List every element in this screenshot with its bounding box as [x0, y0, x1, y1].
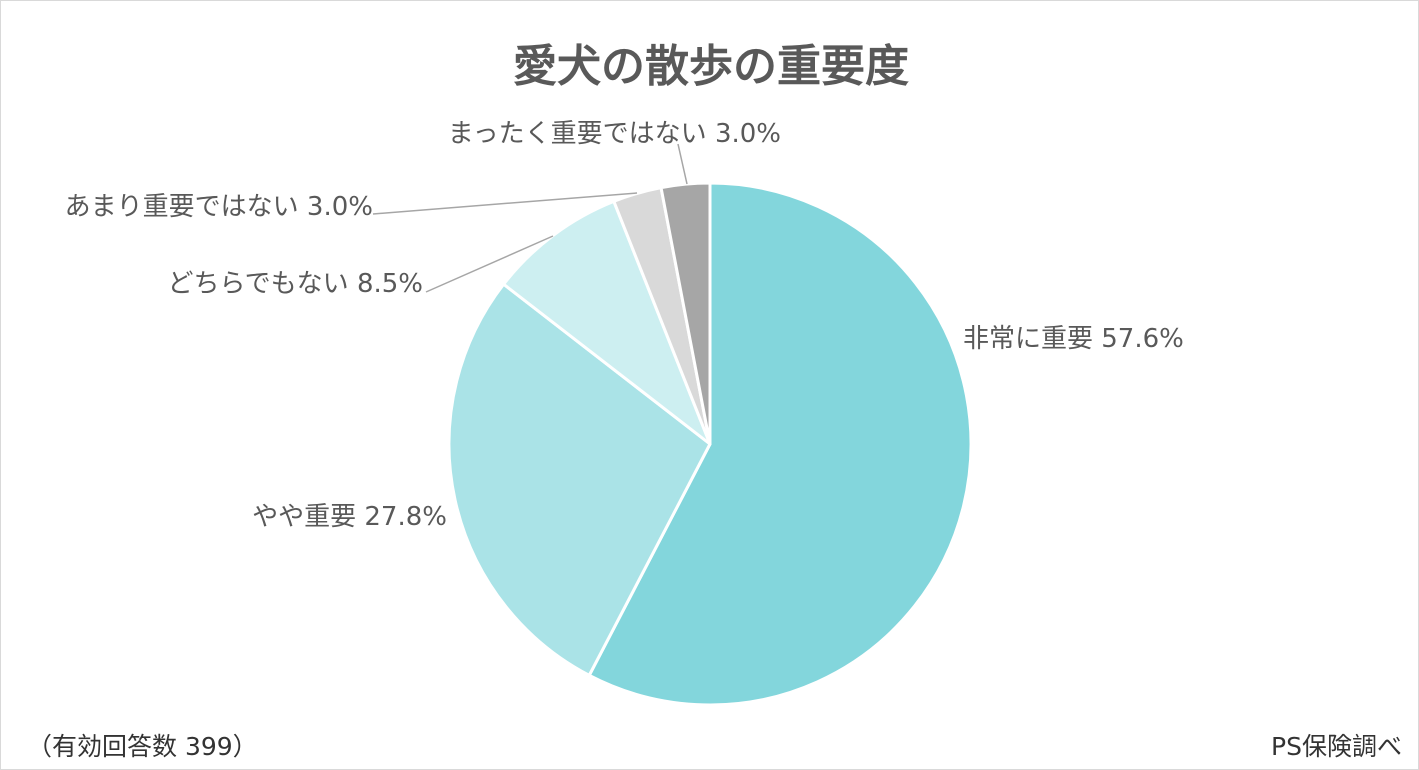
pie-slice-5	[659, 181, 712, 446]
pie-slices	[447, 181, 973, 707]
pie-slice-3	[502, 199, 712, 446]
slice-label-1: 非常に重要 57.6%	[963, 324, 1184, 354]
leader-lines	[372, 143, 688, 293]
source-note: PS保険調べ	[1271, 732, 1402, 761]
leader-line-5	[677, 143, 688, 185]
pie-slice-2	[447, 282, 712, 677]
slice-label-3: どちらでもない 8.5%	[167, 269, 423, 299]
slice-label-2: やや重要 27.8%	[252, 502, 447, 532]
slice-label-4: あまり重要ではない 3.0%	[65, 192, 373, 222]
slice-labels: 非常に重要 57.6% やや重要 27.8% どちらでもない 8.5% あまり重要では…	[65, 119, 1184, 532]
chart-title: 愛犬の散歩の重要度	[513, 41, 909, 92]
leader-line-3	[425, 235, 554, 293]
pie-slice-1	[587, 181, 973, 707]
slice-label-5: まったく重要ではない 3.0%	[448, 119, 781, 149]
leader-line-4	[372, 192, 638, 215]
response-count-note: （有効回答数 399）	[27, 732, 258, 761]
